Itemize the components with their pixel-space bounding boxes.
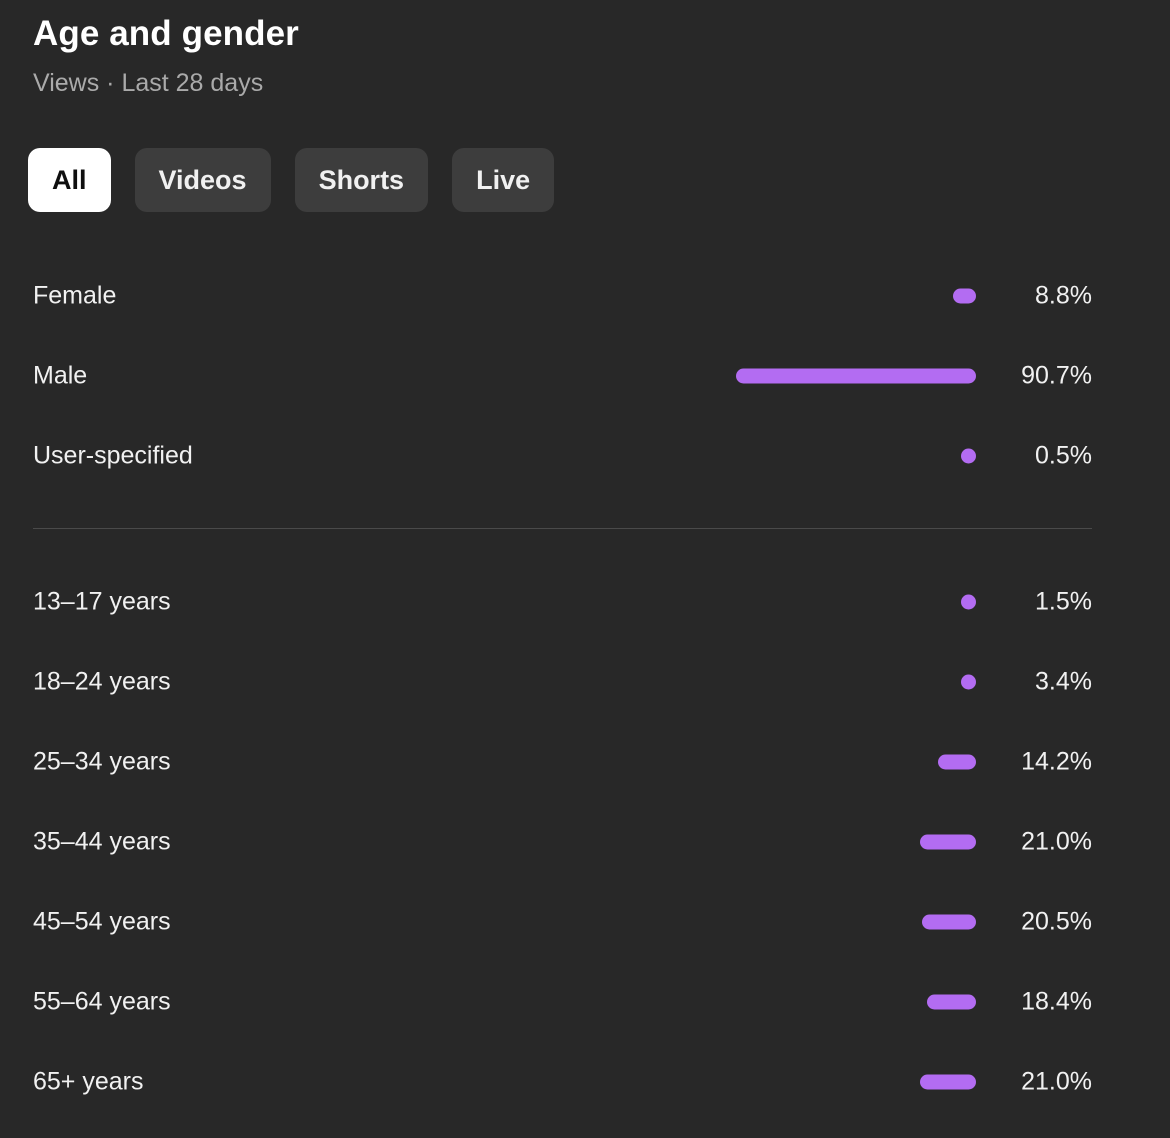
age-label: 35–44 years (33, 827, 171, 856)
age-bar (920, 1074, 976, 1090)
age-value: 1.5% (1035, 587, 1092, 616)
age-bar (922, 914, 976, 930)
age-row-65-plus: 65+ years 21.0% (33, 1062, 1092, 1102)
gender-value: 0.5% (1035, 441, 1092, 470)
age-bar (938, 754, 976, 770)
content-type-tabs: All Videos Shorts Live (28, 148, 555, 212)
tab-shorts[interactable]: Shorts (294, 148, 429, 212)
age-row-45-54: 45–54 years 20.5% (33, 902, 1092, 942)
gender-label: Male (33, 361, 88, 390)
age-row-18-24: 18–24 years 3.4% (33, 662, 1092, 702)
age-label: 25–34 years (33, 747, 171, 776)
gender-row-female: Female 8.8% (33, 276, 1092, 316)
age-label: 55–64 years (33, 987, 171, 1016)
gender-label: User-specified (33, 441, 193, 470)
age-row-55-64: 55–64 years 18.4% (33, 982, 1092, 1022)
age-bar (920, 834, 976, 850)
age-label: 45–54 years (33, 907, 171, 936)
age-value: 21.0% (1021, 1067, 1092, 1096)
tab-videos[interactable]: Videos (134, 148, 271, 212)
gender-label: Female (33, 281, 117, 310)
tab-all[interactable]: All (28, 148, 111, 212)
gender-bar (736, 368, 976, 384)
section-subtitle: Views · Last 28 days (33, 69, 264, 97)
section-divider (33, 528, 1092, 529)
gender-bar (953, 288, 976, 304)
age-row-35-44: 35–44 years 21.0% (33, 822, 1092, 862)
age-label: 18–24 years (33, 667, 171, 696)
age-bar (961, 594, 976, 610)
age-bar (927, 994, 976, 1010)
gender-row-user-specified: User-specified 0.5% (33, 436, 1092, 476)
gender-bar (961, 448, 976, 464)
gender-value: 90.7% (1021, 361, 1092, 390)
age-label: 13–17 years (33, 587, 171, 616)
age-value: 3.4% (1035, 667, 1092, 696)
age-bar (961, 674, 976, 690)
age-value: 21.0% (1021, 827, 1092, 856)
age-row-13-17: 13–17 years 1.5% (33, 582, 1092, 622)
tab-live[interactable]: Live (452, 148, 555, 212)
age-value: 18.4% (1021, 987, 1092, 1016)
age-value: 20.5% (1021, 907, 1092, 936)
age-row-25-34: 25–34 years 14.2% (33, 742, 1092, 782)
gender-value: 8.8% (1035, 281, 1092, 310)
gender-row-male: Male 90.7% (33, 356, 1092, 396)
section-title: Age and gender (33, 14, 299, 53)
age-label: 65+ years (33, 1067, 144, 1096)
age-value: 14.2% (1021, 747, 1092, 776)
